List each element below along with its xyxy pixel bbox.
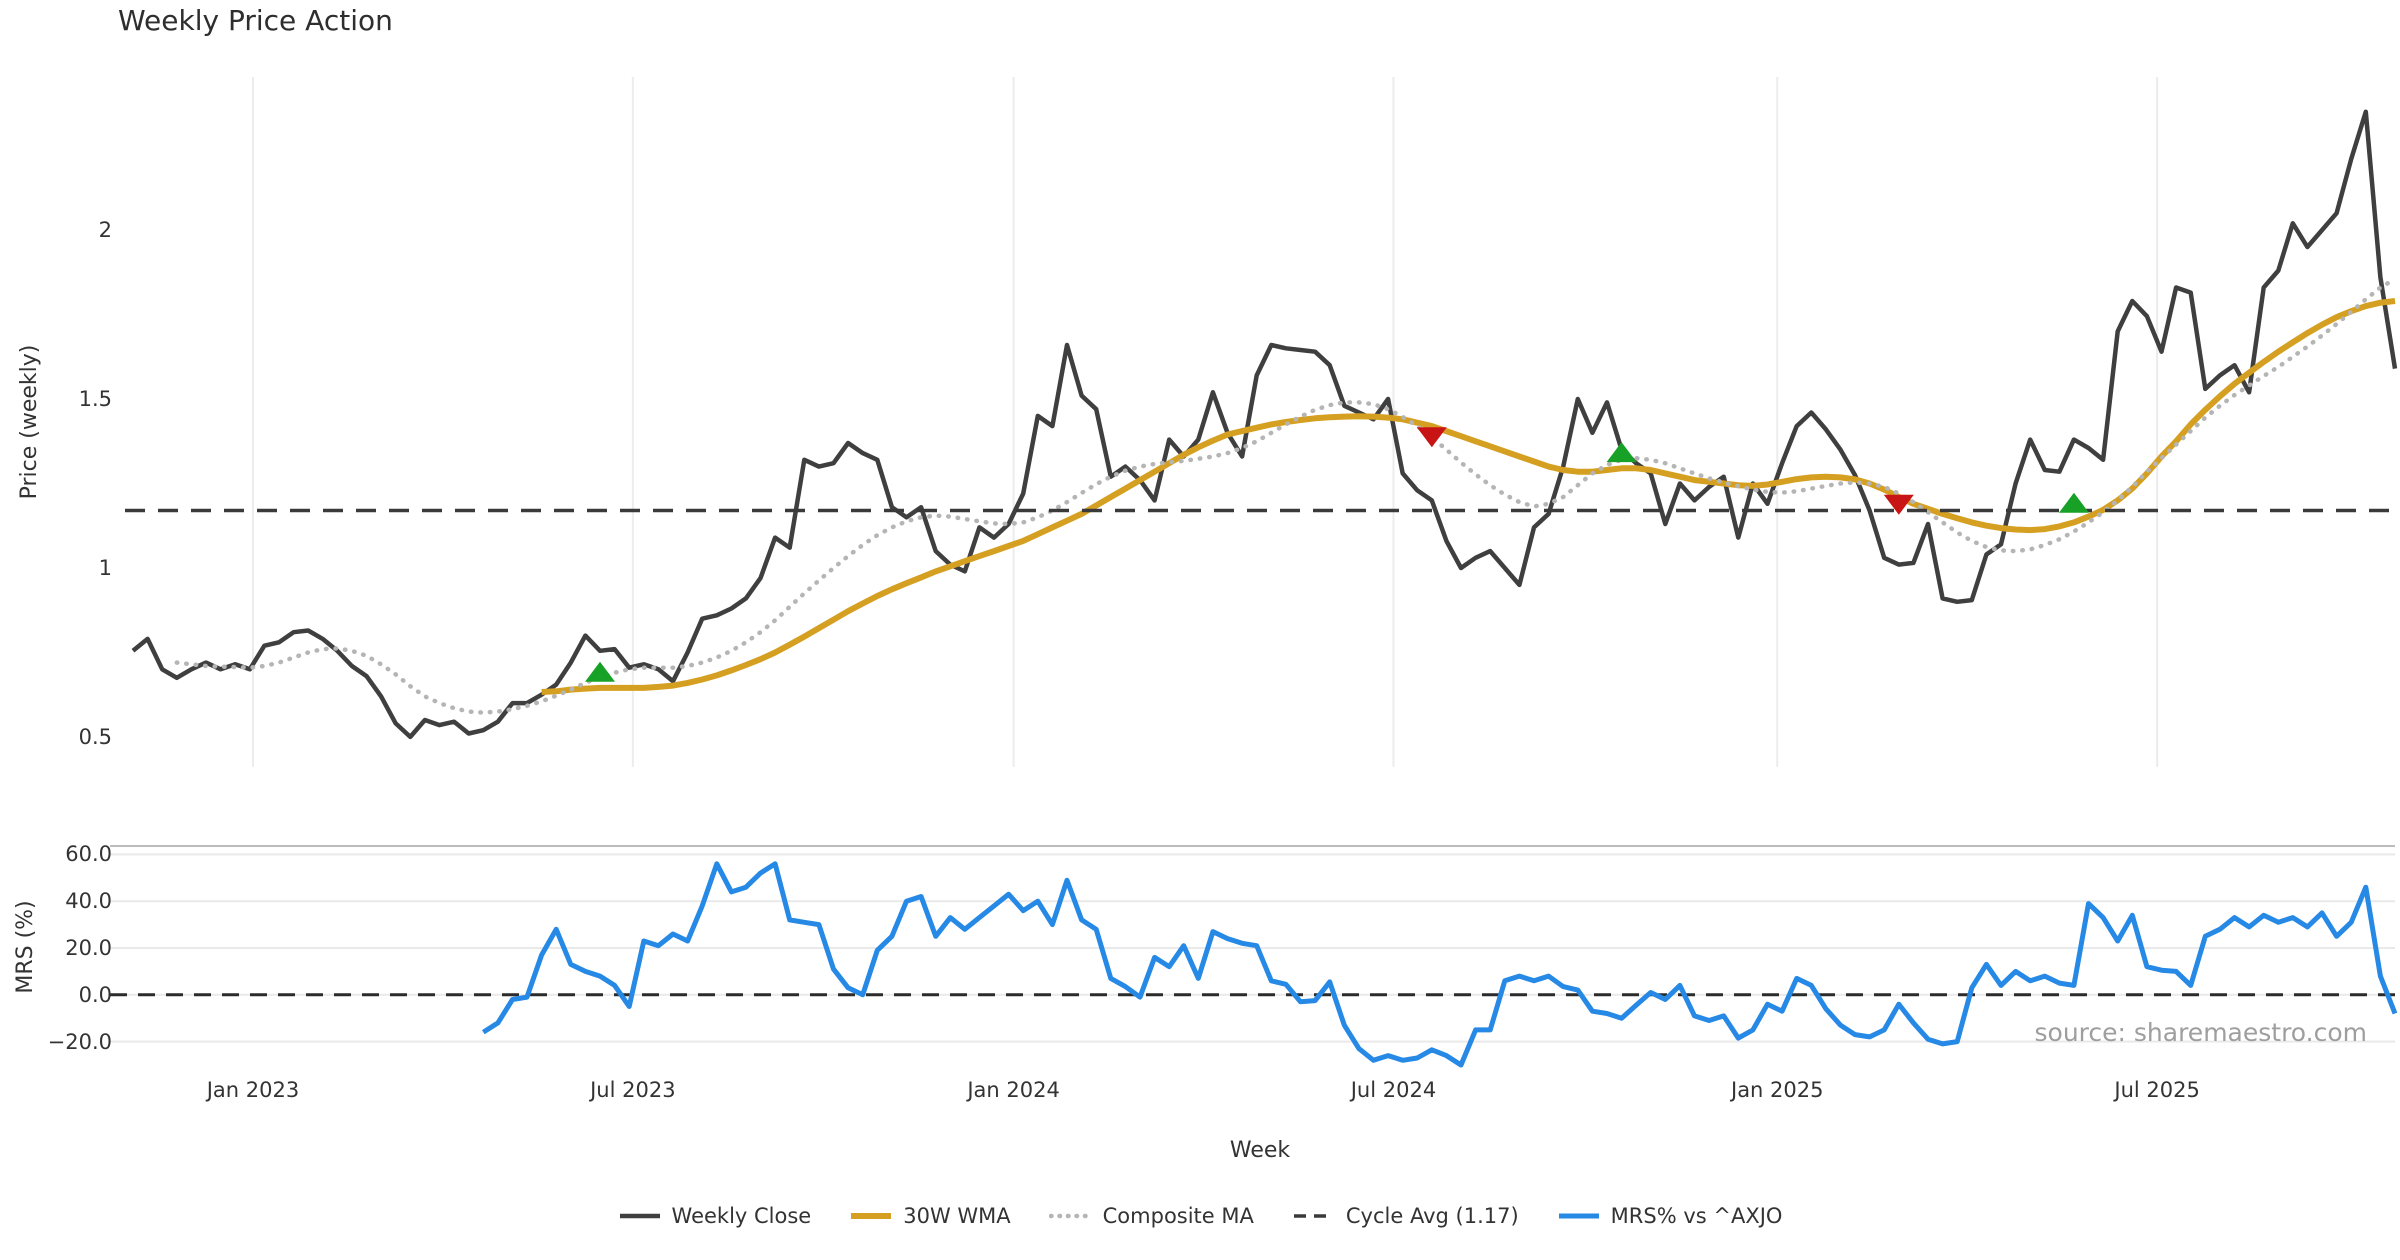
mrs-ytick-label: 0.0 — [78, 982, 112, 1007]
legend-label: Cycle Avg (1.17) — [1345, 1204, 1519, 1228]
legend-item: Cycle Avg (1.17) — [1292, 1203, 1519, 1229]
legend-item: 30W WMA — [849, 1203, 1011, 1229]
x-tick-label: Jan 2024 — [967, 1078, 1060, 1102]
weekly-close-line — [131, 109, 2398, 740]
30w-wma-legend-swatch-icon — [851, 1213, 892, 1219]
composite-ma-legend-swatch-icon — [1048, 1213, 1093, 1219]
legend-item: Composite MA — [1048, 1203, 1254, 1229]
source-watermark: source: sharemaestro.com — [2034, 1018, 2368, 1047]
mrs-ytick-label: −20.0 — [47, 1029, 112, 1054]
x-tick-label: Jan 2025 — [1731, 1078, 1824, 1102]
30w-wma-line — [541, 298, 2396, 695]
x-tick-label: Jul 2023 — [590, 1078, 676, 1102]
buy-marker — [585, 661, 616, 682]
composite-ma-line — [174, 276, 2398, 715]
price-ytick-label: 0.5 — [78, 724, 112, 749]
mrs-vs-axjo-legend-swatch-icon — [1558, 1213, 1599, 1219]
chart-title: Weekly Price Action — [118, 4, 393, 37]
weekly-close-legend-swatch-icon — [619, 1213, 660, 1219]
mrs-ytick-label: 60.0 — [65, 842, 112, 867]
chart-legend: Weekly Close 30W WMA Composite MA Cycle Avg… — [0, 1203, 2400, 1229]
mrs-vs-axjo-line — [481, 861, 2398, 1068]
buy-marker — [2058, 492, 2089, 513]
x-tick-label: Jul 2025 — [2114, 1078, 2200, 1102]
price-axis-title: Price (weekly) — [17, 344, 42, 500]
price-ytick-label: 1.5 — [78, 387, 112, 412]
sell-marker — [1883, 494, 1914, 515]
legend-label: MRS% vs ^AXJO — [1610, 1204, 1783, 1228]
x-tick-label: Jan 2023 — [206, 1078, 300, 1102]
buy-marker — [1606, 442, 1637, 463]
legend-item: Weekly Close — [618, 1203, 812, 1229]
sell-marker — [1416, 427, 1447, 448]
cycle-avg-1-17-legend-swatch-icon — [1293, 1214, 1334, 1218]
mrs-ytick-label: 40.0 — [65, 889, 112, 914]
price-ytick-label: 2 — [98, 218, 112, 243]
mrs-ytick-label: 20.0 — [65, 936, 112, 960]
legend-label: 30W WMA — [903, 1204, 1011, 1228]
price-ytick-label: 1 — [98, 555, 112, 580]
legend-label: Weekly Close — [671, 1204, 812, 1228]
x-axis-title: Week — [1229, 1138, 1291, 1163]
x-tick-label: Jul 2024 — [1350, 1078, 1437, 1102]
legend-label: Composite MA — [1102, 1204, 1254, 1228]
legend-item: MRS% vs ^AXJO — [1557, 1203, 1783, 1229]
